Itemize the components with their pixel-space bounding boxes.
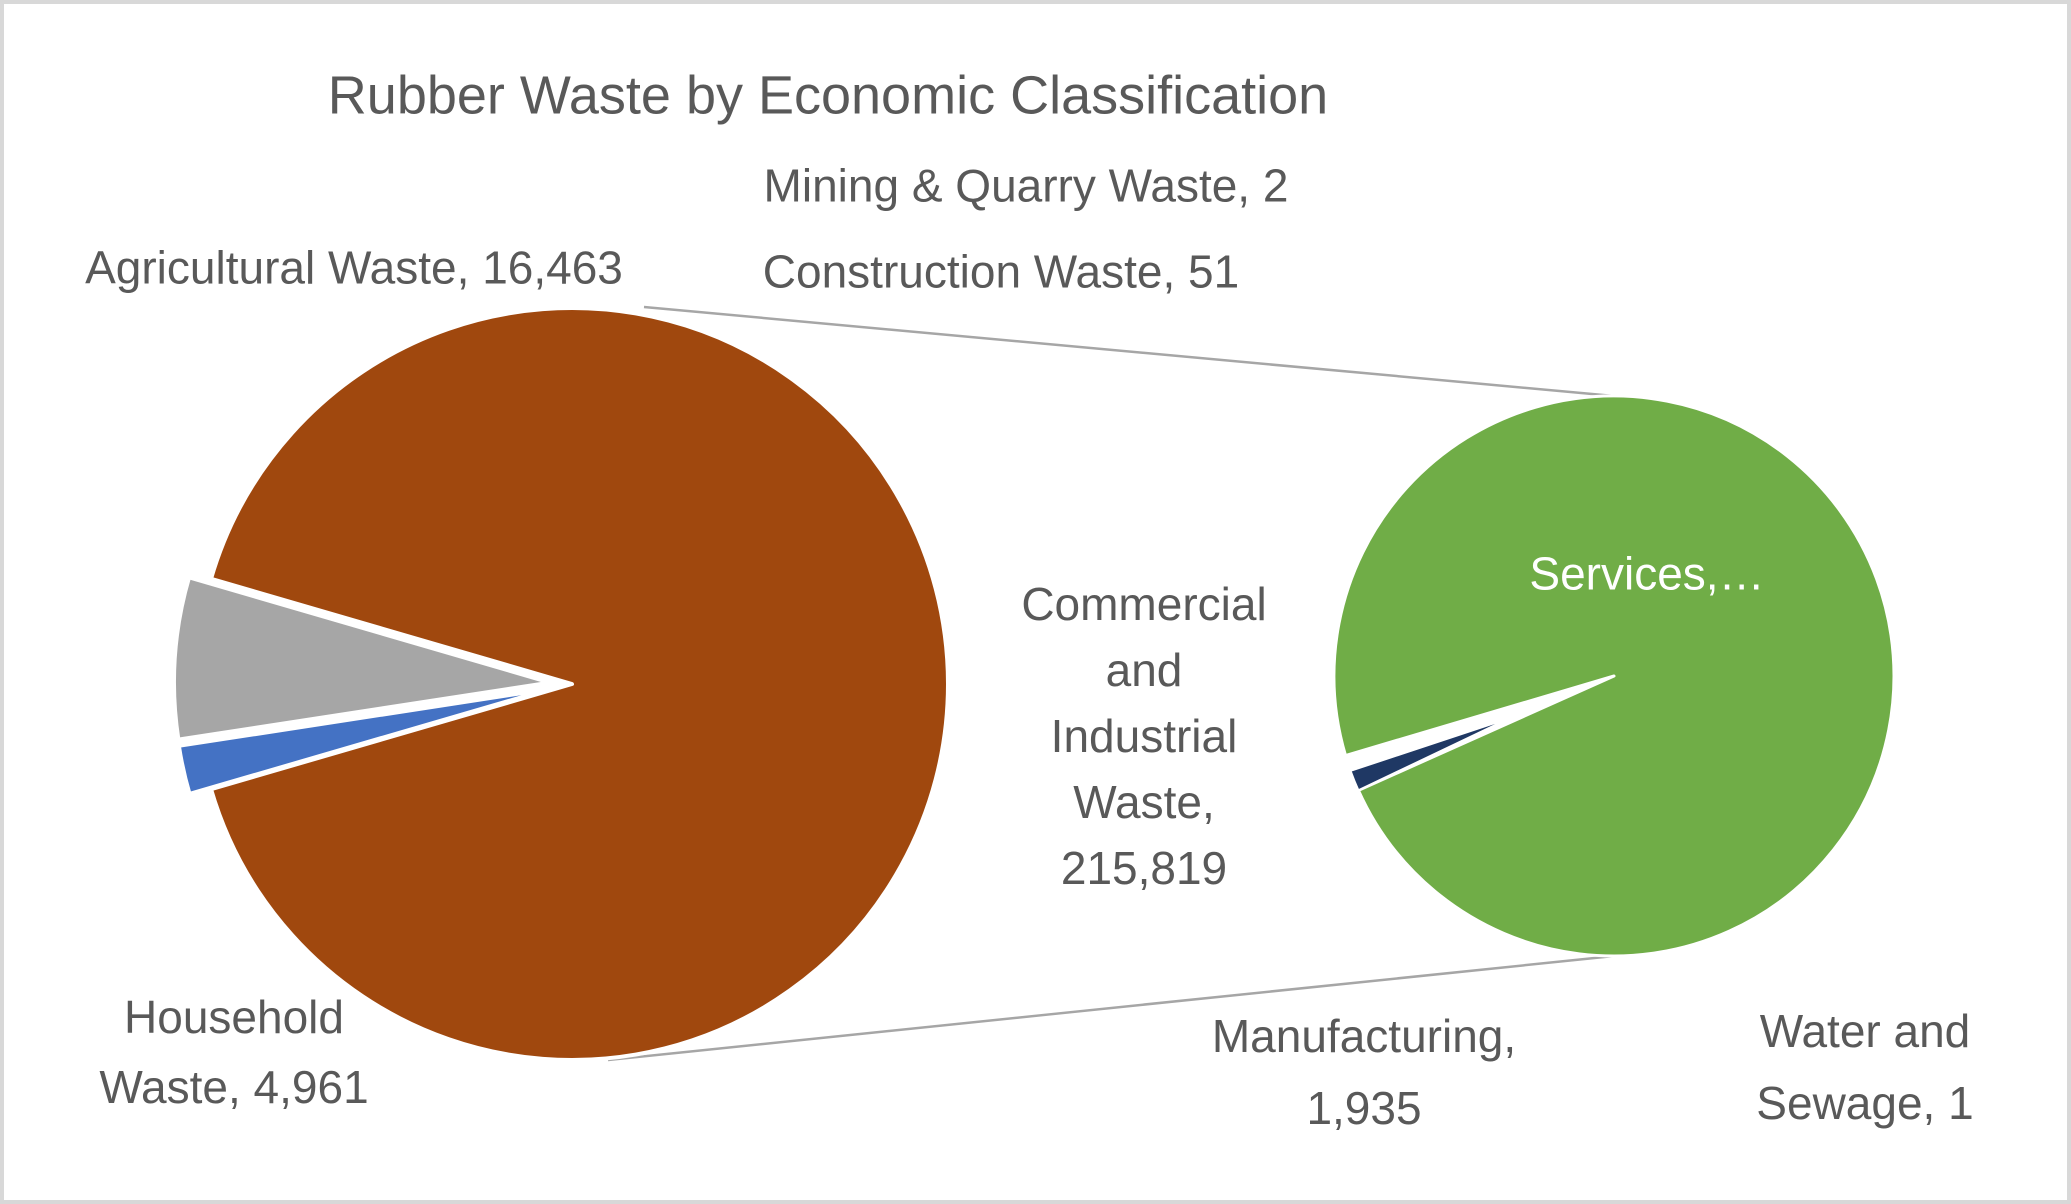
- label-commercial-industrial-line5: 215,819: [1060, 842, 1228, 894]
- label-commercial-industrial-line3: Industrial: [1050, 710, 1238, 762]
- label-manufacturing: Manufacturing, 1,935: [1212, 1000, 1516, 1144]
- series-connector-line-top: [643, 305, 1615, 398]
- label-agricultural-waste: Agricultural Waste, 16,463: [85, 241, 623, 294]
- label-commercial-industrial-line1: Commercial: [1021, 578, 1267, 630]
- secondary-pie-slice-services: [1332, 394, 1896, 958]
- main-pie-slice-commercial-industrial: [209, 306, 950, 1062]
- label-water-line2: Sewage, 1: [1756, 1077, 1974, 1129]
- series-connector-line-bottom: [607, 954, 1615, 1062]
- chart-title: Rubber Waste by Economic Classification: [327, 65, 1329, 126]
- pie-of-pie-chart: [172, 305, 1896, 1062]
- label-household-line1: Household: [124, 991, 344, 1043]
- label-water-and-sewage: Water and Sewage, 1: [1756, 995, 1973, 1139]
- label-manufacturing-line2: 1,935: [1306, 1082, 1422, 1134]
- label-construction-waste: Construction Waste, 51: [762, 245, 1240, 298]
- label-commercial-industrial-line2: and: [1105, 644, 1183, 696]
- label-commercial-industrial-waste: Commercial and Industrial Waste, 215,819: [1021, 571, 1266, 901]
- main-pie-slice-agricultural: [172, 575, 553, 742]
- label-household-waste: Household Waste, 4,961: [99, 982, 368, 1122]
- label-mining-quarry-waste: Mining & Quarry Waste, 2: [763, 159, 1289, 212]
- main-pie-slice-household: [176, 686, 553, 796]
- label-water-line1: Water and: [1759, 1005, 1971, 1057]
- secondary-pie-slice-manufacturing: [1349, 716, 1512, 792]
- label-services: Services,…: [1529, 547, 1765, 600]
- label-commercial-industrial-line4: Waste,: [1073, 776, 1215, 828]
- label-manufacturing-line1: Manufacturing,: [1211, 1010, 1517, 1062]
- label-household-line2: Waste, 4,961: [99, 1061, 369, 1113]
